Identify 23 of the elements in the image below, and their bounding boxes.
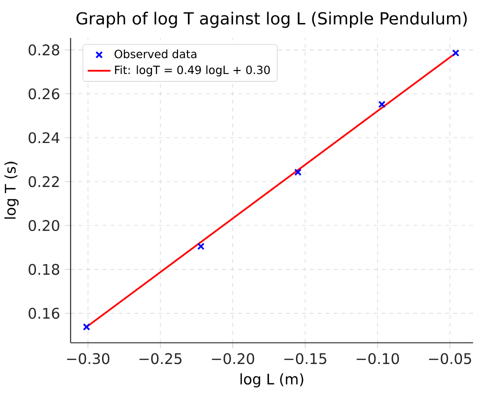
y-tick-label: 0.28 <box>28 44 60 56</box>
x-axis-title: log L (m) <box>240 373 304 388</box>
y-tick-label: 0.16 <box>28 308 60 319</box>
y-tick-label: 0.24 <box>28 132 60 144</box>
y-tick-label: 0.22 <box>28 176 59 187</box>
y-tick-label: 0.26 <box>28 88 60 100</box>
x-tick-label: −0.10 <box>356 352 399 364</box>
point <box>197 242 205 250</box>
point <box>378 100 386 108</box>
y-tick-label: 0.20 <box>28 220 60 231</box>
point <box>82 323 90 330</box>
x-tick-label: −0.15 <box>284 352 326 364</box>
legend-label: Observed data <box>114 49 196 58</box>
x-tick-label: −0.25 <box>140 352 182 364</box>
x-tick-label: −0.20 <box>212 352 254 364</box>
x-tick-label: −0.30 <box>67 352 110 364</box>
point <box>452 49 460 56</box>
y-tick-label: 0.18 <box>28 264 60 275</box>
point <box>294 168 302 176</box>
legend-label: Fit: logT = 0.49 logL + 0.30 <box>115 65 270 76</box>
y-axis-title: log T (s) <box>4 162 19 218</box>
chart-title: Graph of log T against log L (Simple Pendulum) <box>76 12 467 28</box>
x-tick-label: −0.05 <box>429 352 472 364</box>
